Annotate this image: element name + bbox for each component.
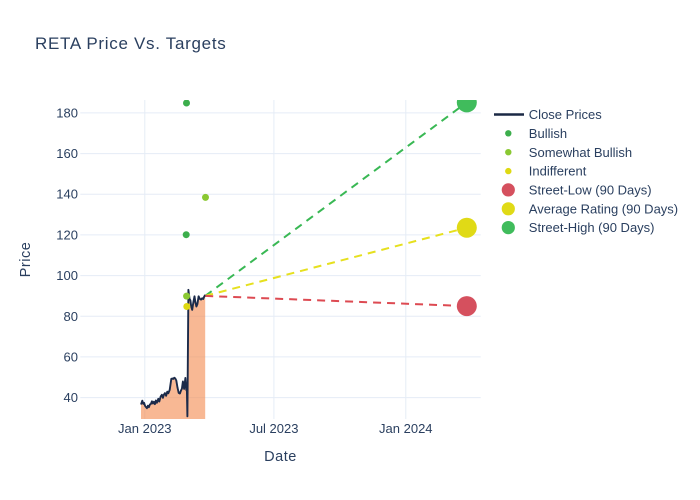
svg-text:Jan 2023: Jan 2023	[118, 421, 172, 436]
svg-text:Jan 2024: Jan 2024	[379, 421, 433, 436]
svg-text:60: 60	[64, 349, 78, 364]
svg-text:Average Rating (90 Days): Average Rating (90 Days)	[529, 201, 678, 216]
svg-text:Somewhat Bullish: Somewhat Bullish	[529, 145, 632, 160]
svg-text:Price: Price	[18, 242, 34, 278]
svg-text:180: 180	[56, 105, 78, 120]
svg-text:100: 100	[56, 268, 78, 283]
svg-text:80: 80	[64, 309, 78, 324]
svg-text:Street-High (90 Days): Street-High (90 Days)	[529, 220, 655, 235]
svg-text:Jul 2023: Jul 2023	[249, 421, 298, 436]
svg-text:Close Prices: Close Prices	[529, 107, 602, 122]
svg-text:Bullish: Bullish	[529, 126, 567, 141]
svg-text:120: 120	[56, 227, 78, 242]
svg-text:160: 160	[56, 146, 78, 161]
svg-text:RETA Price Vs. Targets: RETA Price Vs. Targets	[35, 34, 226, 53]
svg-text:40: 40	[64, 390, 78, 405]
svg-text:140: 140	[56, 187, 78, 202]
svg-text:Indifferent: Indifferent	[529, 164, 587, 179]
svg-text:Date: Date	[264, 449, 297, 465]
svg-text:Street-Low (90 Days): Street-Low (90 Days)	[529, 183, 652, 198]
